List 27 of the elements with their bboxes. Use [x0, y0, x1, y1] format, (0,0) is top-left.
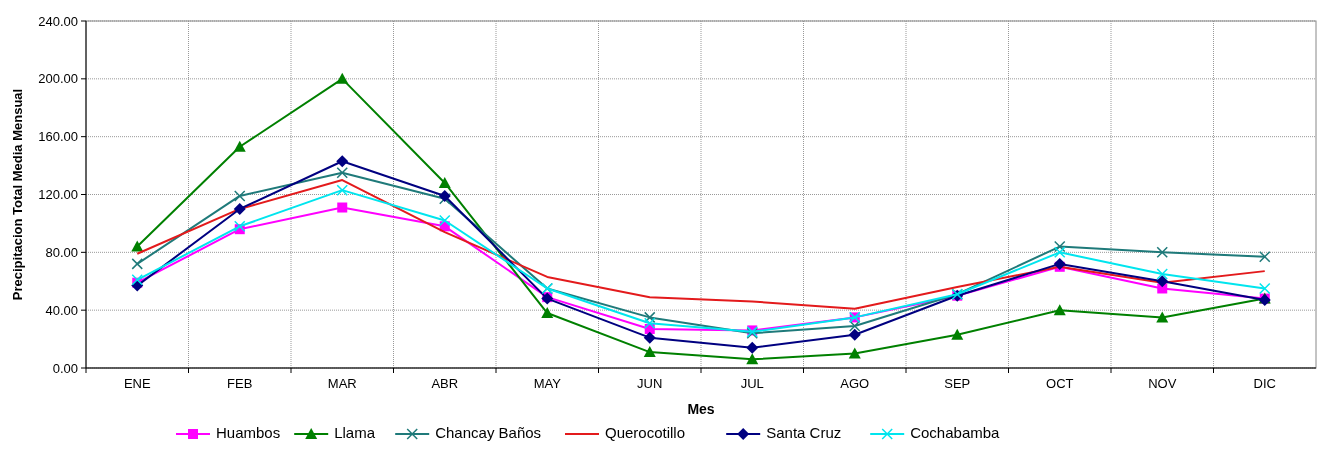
legend-label: Cochabamba	[910, 424, 1001, 441]
y-tick-label: 160.00	[38, 129, 78, 145]
x-tick-label: JUN	[637, 376, 663, 391]
legend-label: Huambos	[216, 424, 281, 441]
x-tick-label: MAY	[533, 376, 562, 391]
y-tick-label: 40.00	[45, 302, 78, 318]
legend-label: Chancay Baños	[435, 424, 542, 441]
x-tick-label: OCT	[1046, 376, 1074, 391]
x-tick-label: FEB	[227, 376, 253, 391]
y-tick-label: 80.00	[45, 244, 78, 260]
x-tick-label: NOV	[1148, 376, 1177, 391]
x-axis-title: Mes	[687, 401, 715, 417]
x-tick-label: AGO	[840, 376, 870, 391]
y-tick-label: 120.00	[38, 187, 78, 203]
x-tick-label: ABR	[431, 376, 459, 391]
x-tick-label: JUL	[740, 376, 764, 391]
y-tick-label: 200.00	[38, 71, 78, 87]
x-tick-label: ENE	[123, 376, 151, 391]
x-tick-label: DIC	[1253, 376, 1276, 391]
legend-label: Querocotillo	[605, 424, 686, 441]
legend-label: Santa Cruz	[766, 424, 842, 441]
x-tick-label: MAR	[327, 376, 357, 391]
legend-label: Llama	[334, 424, 376, 441]
y-tick-label: 0.00	[52, 360, 78, 376]
x-tick-label: SEP	[944, 376, 971, 391]
y-axis-title: Precipitacion Total Media Mensual	[10, 88, 25, 301]
y-tick-label: 240.00	[38, 13, 78, 29]
